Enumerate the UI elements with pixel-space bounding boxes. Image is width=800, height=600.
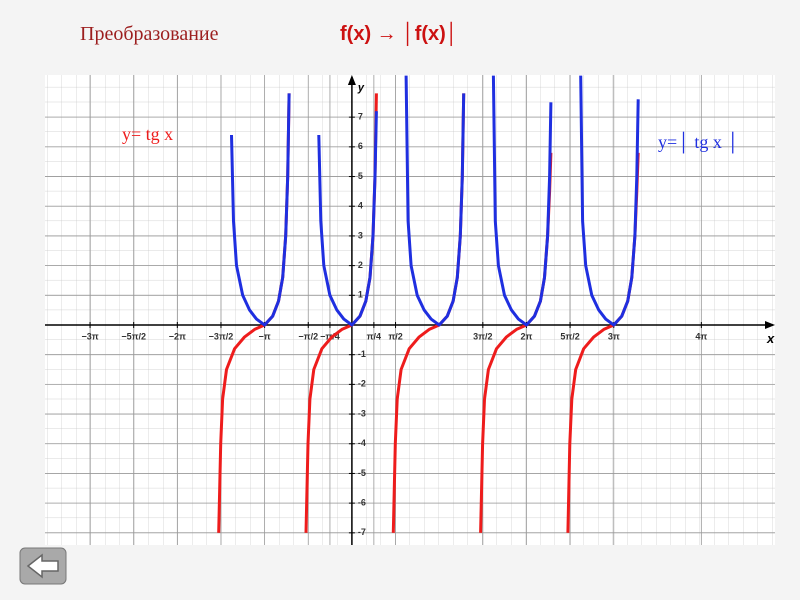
x-tick-label: −π/2 bbox=[298, 331, 318, 341]
y-tick-label: -7 bbox=[358, 527, 366, 537]
y-axis-label: y bbox=[357, 82, 365, 94]
x-tick-label: π/2 bbox=[388, 331, 402, 341]
x-tick-label: −π bbox=[259, 331, 271, 341]
y-tick-label: 7 bbox=[358, 112, 363, 122]
y-tick-label: -6 bbox=[358, 498, 366, 508]
x-tick-label: −π/4 bbox=[320, 331, 340, 341]
y-tick-label: 1 bbox=[358, 290, 363, 300]
slide-title: Преобразование bbox=[80, 23, 219, 45]
y-tick-label: 5 bbox=[358, 171, 363, 181]
y-tick-label: 2 bbox=[358, 260, 363, 270]
y-tick-label: -2 bbox=[358, 379, 366, 389]
back-button[interactable] bbox=[19, 547, 67, 585]
y-tick-label: 3 bbox=[358, 230, 363, 240]
back-arrow[interactable] bbox=[26, 553, 59, 579]
x-axis-label: x bbox=[766, 331, 775, 346]
formula: f(x) → │f(x)│ bbox=[340, 21, 458, 47]
x-tick-label: −3π/2 bbox=[209, 331, 234, 341]
x-tick-label: −5π/2 bbox=[121, 331, 146, 341]
x-tick-label: 2π bbox=[521, 331, 533, 341]
plot: -7 -6 -5 -4 -3 -2 -1 1 2 3 4 5 6 7 −3π −5π/2 −2π −3π/2 −π −… bbox=[45, 75, 775, 545]
y-tick-label: -1 bbox=[358, 349, 366, 359]
x-axis-arrow bbox=[765, 320, 775, 329]
series-label: y= tg x bbox=[122, 124, 173, 144]
x-tick-label: 4π bbox=[695, 331, 707, 341]
minor-grid bbox=[45, 75, 775, 545]
x-tick-label: 3π bbox=[608, 331, 620, 341]
x-tick-label: π/4 bbox=[367, 331, 381, 341]
y-axis-arrow bbox=[347, 75, 356, 85]
x-tick-label: 5π/2 bbox=[560, 331, 579, 341]
series-label: y=│ tg x │ bbox=[658, 131, 739, 154]
y-tick-label: -5 bbox=[358, 468, 366, 478]
y-tick-label: -3 bbox=[358, 408, 366, 418]
y-tick-label: 4 bbox=[358, 201, 363, 211]
x-tick-label: −2π bbox=[169, 331, 186, 341]
curve bbox=[217, 93, 640, 533]
x-tick-label: −3π bbox=[81, 331, 98, 341]
y-tick-label: 6 bbox=[358, 141, 363, 151]
x-tick-label: 3π/2 bbox=[473, 331, 492, 341]
y-tick-label: -4 bbox=[358, 438, 366, 448]
curve bbox=[230, 75, 640, 327]
